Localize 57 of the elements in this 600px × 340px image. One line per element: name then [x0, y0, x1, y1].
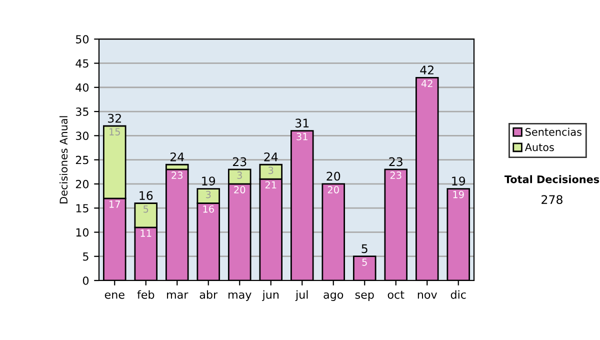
x-tick-label: dic	[450, 290, 466, 299]
data-label: 16	[203, 205, 214, 213]
total-label: 19	[452, 176, 466, 186]
x-tick-label: ene	[104, 292, 124, 299]
x-tick-label: abr	[200, 290, 218, 299]
y-tick-label: 40	[76, 83, 89, 92]
x-tick-label: ago	[324, 292, 344, 301]
x-tick-label: jul	[295, 290, 308, 301]
total-label: 31	[296, 118, 309, 128]
data-label: 3	[268, 166, 274, 174]
total-label: 16	[140, 191, 153, 200]
data-label: 19	[453, 190, 464, 198]
y-tick-label: 15	[76, 204, 88, 212]
y-tick-label: 5	[83, 252, 88, 261]
x-tick-label: oct	[388, 290, 404, 299]
y-tick-label: 35	[76, 107, 88, 116]
data-label: 20	[234, 186, 246, 194]
data-label: 42	[421, 80, 432, 88]
data-label: 11	[140, 230, 152, 237]
data-label: 5	[362, 258, 367, 266]
total-label: 32	[108, 114, 121, 123]
x-tick-label: nov	[418, 292, 437, 299]
x-tick-label: may	[228, 292, 252, 301]
data-label: 20	[328, 186, 339, 194]
data-label: 17	[110, 200, 120, 208]
y-tick-label: 10	[76, 228, 89, 237]
total-label: 5	[362, 244, 368, 254]
y-axis-title: Decisiones Anual	[60, 116, 68, 204]
y-tick-label: 0	[82, 276, 89, 285]
total-label: 24	[170, 152, 184, 162]
x-tick-label: jun	[262, 290, 279, 301]
data-label: 31	[296, 132, 308, 140]
total-label: 23	[232, 157, 246, 166]
y-tick-label: 50	[76, 35, 89, 44]
data-label: 23	[172, 172, 183, 179]
x-tick-label: mar	[167, 292, 188, 299]
y-tick-label: 45	[76, 59, 88, 68]
data-label: 3	[237, 172, 242, 179]
data-label: 23	[390, 172, 402, 179]
total-label: 19	[202, 176, 216, 186]
y-tick-label: 25	[76, 156, 88, 164]
data-label: 3	[206, 190, 211, 198]
total-label: 42	[420, 66, 434, 74]
text: Total Decisiones	[504, 175, 600, 184]
text: 278	[542, 195, 562, 204]
y-tick-label: 30	[76, 132, 89, 140]
data-label: 5	[144, 205, 148, 213]
data-label: 21	[265, 181, 276, 188]
total-label: 20	[326, 172, 340, 181]
x-tick-label: sep	[355, 292, 374, 301]
total-label: 24	[264, 152, 278, 162]
total-label: 23	[389, 157, 402, 166]
x-tick-label: feb	[137, 290, 154, 299]
data-label: 15	[110, 128, 120, 136]
y-tick-label: 20	[76, 180, 89, 188]
legend-label: Autos	[524, 143, 554, 152]
legend-label: Sentencias	[526, 128, 582, 136]
